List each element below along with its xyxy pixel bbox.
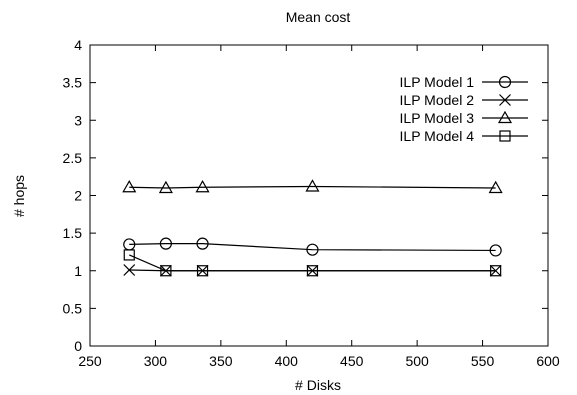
legend-label: ILP Model 4 [400,128,475,144]
x-tick-label: 500 [405,353,429,369]
data-point-triangle [305,179,320,192]
y-axis: 0 0.5 1 1.5 2 2.5 3 3.5 4 [63,37,548,354]
y-tick-label: 4 [74,37,82,53]
series-line [129,243,496,252]
legend-marker-x [499,94,511,106]
data-point-triangle [195,180,210,193]
y-tick-label: 2 [74,188,82,204]
y-tick-label: 3 [74,112,82,128]
data-point-circle [489,244,502,257]
data-point-triangle [122,180,137,193]
x-axis: 250 300 350 400 450 500 550 600 [78,45,560,369]
y-axis-label: # hops [11,175,27,217]
chart-title: Mean cost [286,9,351,25]
x-tick-label: 250 [78,353,102,369]
legend: ILP Model 1 ILP Model 2 ILP Model 3 ILP Mod… [400,74,528,144]
series-line [129,185,496,189]
legend-label: ILP Model 2 [400,92,475,108]
x-tick-label: 600 [536,353,560,369]
data-point-square [123,249,135,261]
legend-label: ILP Model 1 [400,74,475,90]
series-layer [122,179,503,277]
y-tick-label: 0 [74,338,82,354]
y-tick-label: 3.5 [63,75,83,91]
series-3 [122,179,503,194]
data-point-circle [196,237,209,250]
x-tick-label: 450 [340,353,364,369]
data-point-square [490,265,502,277]
x-tick-label: 300 [144,353,168,369]
legend-marker-triangle [497,110,513,124]
data-point-triangle [158,180,173,194]
series-4 [123,249,502,277]
data-point-circle [306,243,319,256]
data-point-x [123,264,136,276]
x-tick-label: 350 [209,353,233,369]
data-point-circle [159,237,172,250]
x-tick-label: 550 [471,353,495,369]
data-point-square [306,265,319,277]
plot-frame [89,44,549,347]
legend-label: ILP Model 3 [400,110,475,126]
series-line [129,254,496,272]
series-1 [123,237,502,257]
data-point-triangle [488,180,503,194]
y-tick-label: 1 [74,263,82,279]
x-axis-label: # Disks [295,377,341,393]
y-tick-label: 0.5 [63,300,83,316]
y-tick-label: 2.5 [63,150,83,166]
data-point-square [160,265,172,277]
data-point-square [196,265,209,277]
legend-marker-circle [498,75,512,89]
legend-marker-square [499,130,511,142]
x-tick-label: 400 [275,353,299,369]
y-tick-label: 1.5 [63,225,83,241]
